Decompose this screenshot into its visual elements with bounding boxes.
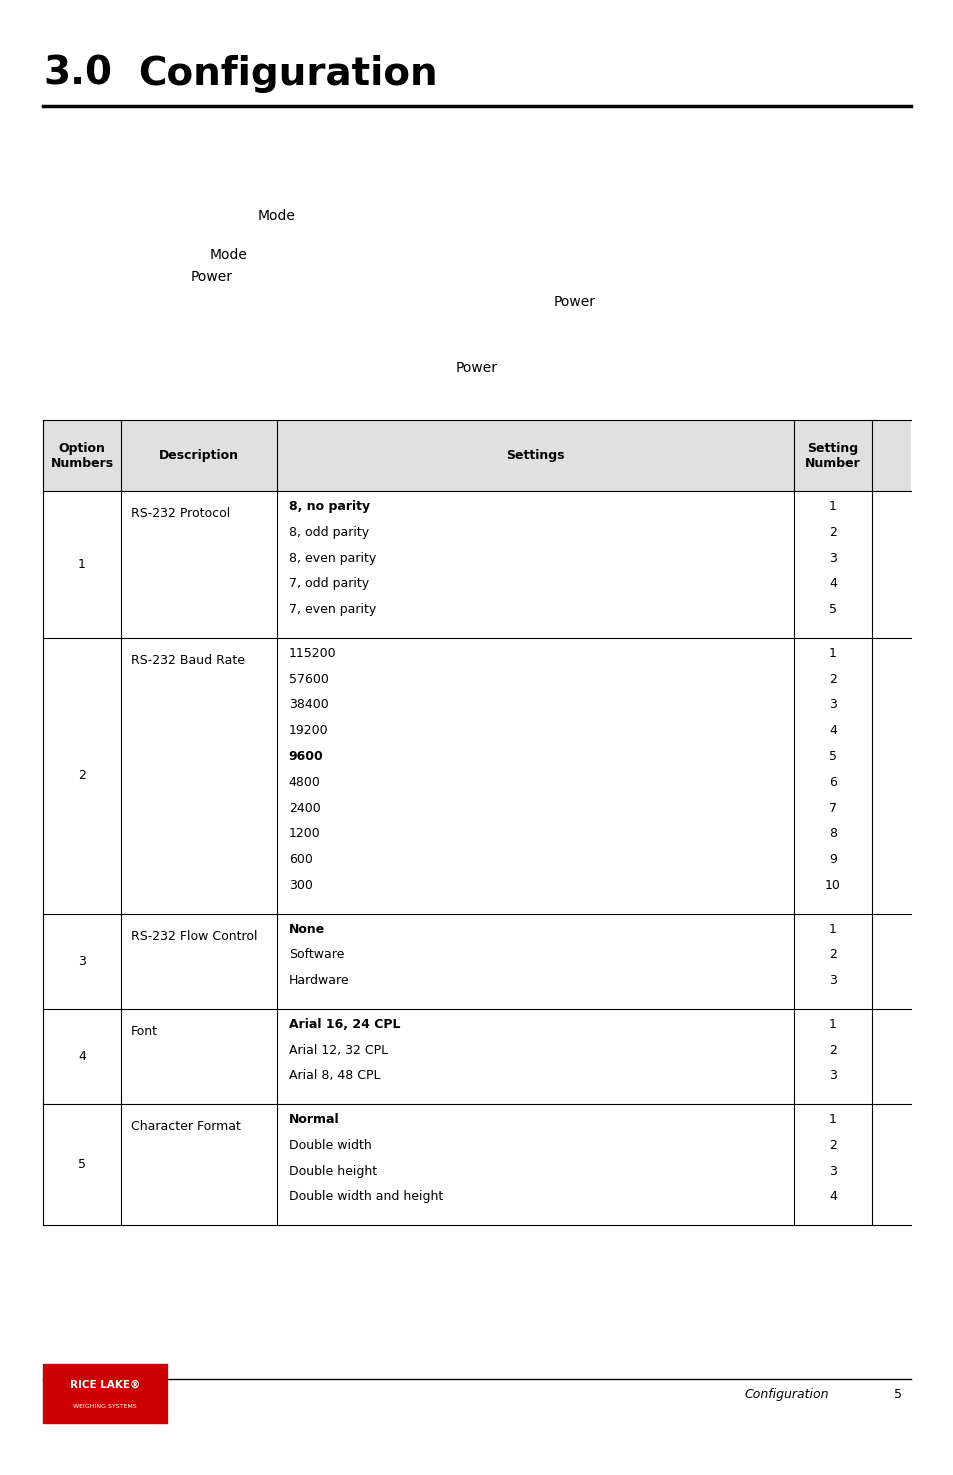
Text: RICE LAKE®: RICE LAKE® <box>70 1381 140 1389</box>
Text: WEIGHING SYSTEMS: WEIGHING SYSTEMS <box>73 1404 136 1409</box>
Text: Power: Power <box>456 361 497 375</box>
Text: Hardware: Hardware <box>289 975 349 987</box>
Text: 4: 4 <box>828 577 836 590</box>
Text: 3.0: 3.0 <box>43 55 112 93</box>
Text: 8: 8 <box>828 827 836 841</box>
Text: Setting
Number: Setting Number <box>804 442 860 469</box>
Text: 8, odd parity: 8, odd parity <box>289 527 369 538</box>
Text: 8, no parity: 8, no parity <box>289 500 370 513</box>
Text: Character Format: Character Format <box>131 1121 240 1133</box>
Text: 4: 4 <box>78 1050 86 1063</box>
Text: 3: 3 <box>78 954 86 968</box>
Bar <box>43 420 910 491</box>
Text: 19200: 19200 <box>289 724 328 738</box>
Text: 4800: 4800 <box>289 776 320 789</box>
Text: 1: 1 <box>828 1114 836 1125</box>
Text: RS-232 Baud Rate: RS-232 Baud Rate <box>131 655 244 667</box>
Text: Power: Power <box>191 270 233 283</box>
Text: 9600: 9600 <box>289 749 323 763</box>
Text: Font: Font <box>131 1025 157 1038</box>
Text: 5: 5 <box>828 749 836 763</box>
Text: Arial 12, 32 CPL: Arial 12, 32 CPL <box>289 1044 388 1056</box>
Text: Configuration: Configuration <box>743 1388 828 1401</box>
Text: 6: 6 <box>828 776 836 789</box>
Text: 2400: 2400 <box>289 802 320 814</box>
Text: 3: 3 <box>828 1069 836 1083</box>
Text: 4: 4 <box>828 724 836 738</box>
Text: Double width: Double width <box>289 1139 371 1152</box>
Text: 4: 4 <box>828 1190 836 1204</box>
Text: Double width and height: Double width and height <box>289 1190 442 1204</box>
Text: 1: 1 <box>828 500 836 513</box>
Text: RS-232 Flow Control: RS-232 Flow Control <box>131 931 256 943</box>
Text: 2: 2 <box>828 527 836 538</box>
Text: 5: 5 <box>78 1158 86 1171</box>
Text: 1: 1 <box>828 646 836 659</box>
Text: Normal: Normal <box>289 1114 339 1125</box>
Text: Settings: Settings <box>506 450 564 462</box>
Text: Power: Power <box>553 295 595 308</box>
Text: 2: 2 <box>828 1139 836 1152</box>
Text: 38400: 38400 <box>289 699 328 711</box>
Text: 2: 2 <box>828 948 836 962</box>
Text: Double height: Double height <box>289 1165 376 1177</box>
Text: 2: 2 <box>78 770 86 782</box>
Text: 3: 3 <box>828 699 836 711</box>
Text: Description: Description <box>159 450 239 462</box>
Text: 2: 2 <box>828 1044 836 1056</box>
Text: 600: 600 <box>289 853 313 866</box>
Text: Software: Software <box>289 948 344 962</box>
Text: 9: 9 <box>828 853 836 866</box>
Text: 300: 300 <box>289 879 313 892</box>
Text: 1200: 1200 <box>289 827 320 841</box>
Text: 1: 1 <box>78 558 86 571</box>
Text: 7, odd parity: 7, odd parity <box>289 577 369 590</box>
Text: 1: 1 <box>828 1018 836 1031</box>
Text: 8, even parity: 8, even parity <box>289 552 375 565</box>
Text: Configuration: Configuration <box>138 55 437 93</box>
Text: 3: 3 <box>828 1165 836 1177</box>
Text: 7, even parity: 7, even parity <box>289 603 375 617</box>
Text: 7: 7 <box>828 802 836 814</box>
Text: 1: 1 <box>828 923 836 935</box>
Text: 3: 3 <box>828 552 836 565</box>
Text: Mode: Mode <box>210 248 248 261</box>
Text: RS-232 Protocol: RS-232 Protocol <box>131 507 230 521</box>
Text: Arial 16, 24 CPL: Arial 16, 24 CPL <box>289 1018 400 1031</box>
Text: 10: 10 <box>824 879 840 892</box>
Text: 5: 5 <box>893 1388 901 1401</box>
Text: None: None <box>289 923 325 935</box>
Text: 5: 5 <box>828 603 836 617</box>
Text: Option
Numbers: Option Numbers <box>51 442 113 469</box>
Text: 115200: 115200 <box>289 646 336 659</box>
Text: Mode: Mode <box>257 209 295 223</box>
Bar <box>43 1364 167 1423</box>
Text: 2: 2 <box>828 673 836 686</box>
Text: 57600: 57600 <box>289 673 328 686</box>
Text: 3: 3 <box>828 975 836 987</box>
Text: Arial 8, 48 CPL: Arial 8, 48 CPL <box>289 1069 380 1083</box>
